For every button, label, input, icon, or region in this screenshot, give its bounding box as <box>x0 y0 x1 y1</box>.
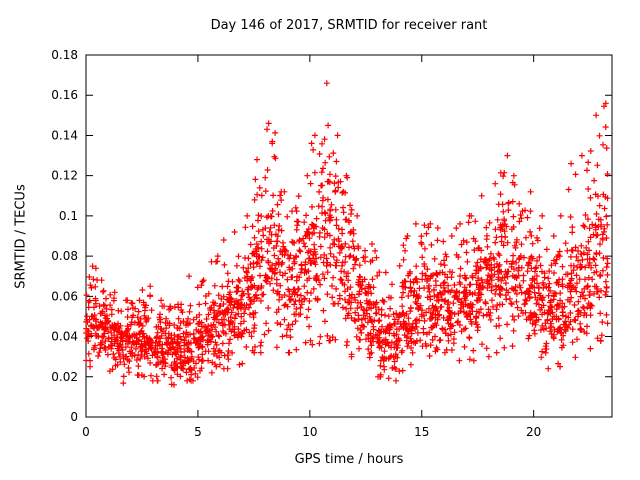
y-tick-label: 0.1 <box>59 209 78 223</box>
y-tick-label: 0.04 <box>51 330 78 344</box>
y-tick-label: 0.18 <box>51 48 78 62</box>
x-tick-label: 20 <box>526 425 541 439</box>
y-tick-label: 0.16 <box>51 88 78 102</box>
y-tick-label: 0.06 <box>51 289 78 303</box>
y-tick-label: 0.08 <box>51 249 78 263</box>
x-axis-label: GPS time / hours <box>294 452 404 467</box>
y-tick-label: 0 <box>70 410 78 424</box>
x-tick-label: 15 <box>414 425 429 439</box>
y-tick-label: 0.14 <box>51 128 78 142</box>
y-tick-label: 0.12 <box>51 169 78 183</box>
axis-ticks <box>85 54 612 418</box>
y-tick-label: 0.02 <box>51 370 78 384</box>
chart-title: Day 146 of 2017, SRMTID for receiver ran… <box>210 18 488 33</box>
x-tick-label: 0 <box>82 425 90 439</box>
x-tick-label: 5 <box>194 425 202 439</box>
scatter-points <box>83 80 611 388</box>
x-tick-label: 10 <box>302 425 317 439</box>
y-axis-label: SRMTID / TECUs <box>13 184 29 289</box>
plot-border <box>85 54 613 418</box>
